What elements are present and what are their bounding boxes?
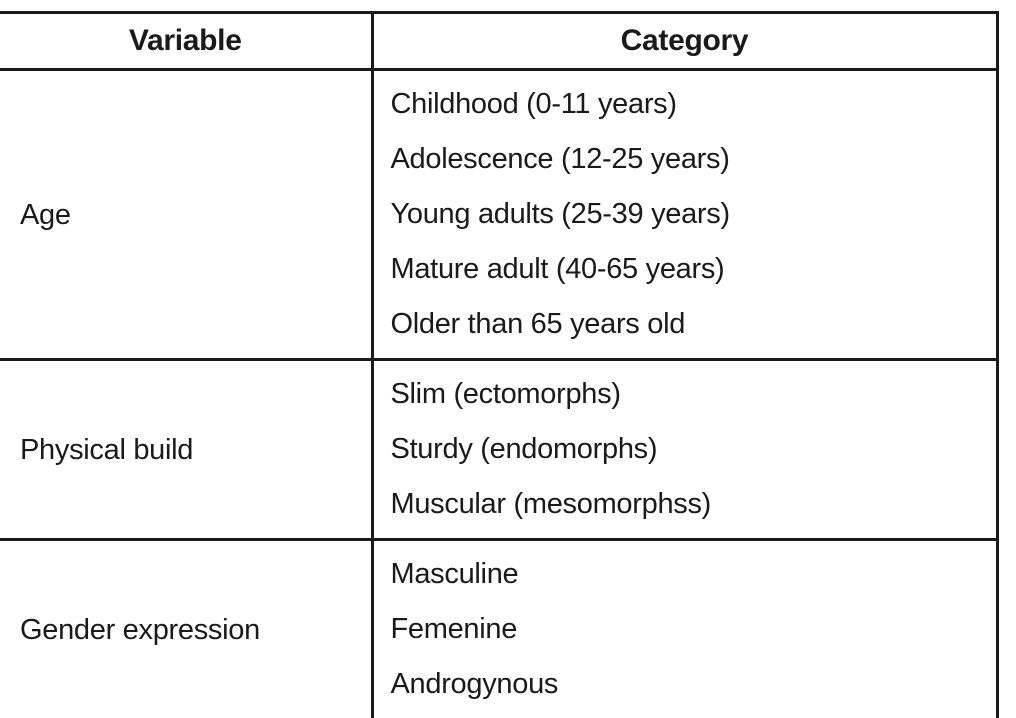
table-header-row: Variable Category <box>0 13 997 70</box>
column-header-category: Category <box>372 13 997 70</box>
variable-cell-gender-expression: Gender expression <box>0 540 372 718</box>
category-cell-age: Childhood (0-11 years) Adolescence (12-2… <box>372 70 997 360</box>
category-cell-physical-build: Slim (ectomorphs) Sturdy (endomorphs) Mu… <box>372 360 997 540</box>
column-header-variable: Variable <box>0 13 372 70</box>
variables-category-table: Variable Category Age Childhood (0-11 ye… <box>0 11 999 718</box>
category-cell-gender-expression: Masculine Femenine Androgynous <box>372 540 997 718</box>
category-item: Androgynous <box>391 657 988 712</box>
category-item: Young adults (25-39 years) <box>391 187 988 242</box>
category-item: Femenine <box>391 602 988 657</box>
category-item: Masculine <box>391 547 988 602</box>
variable-cell-age: Age <box>0 70 372 360</box>
category-item: Slim (ectomorphs) <box>391 367 988 422</box>
category-item: Mature adult (40-65 years) <box>391 242 988 297</box>
category-item: Adolescence (12-25 years) <box>391 132 988 187</box>
variable-cell-physical-build: Physical build <box>0 360 372 540</box>
table-row-gender-expression: Gender expression Masculine Femenine And… <box>0 540 997 718</box>
category-item: Sturdy (endomorphs) <box>391 422 988 477</box>
category-item: Childhood (0-11 years) <box>391 77 988 132</box>
category-item: Muscular (mesomorphss) <box>391 477 988 532</box>
page: Variable Category Age Childhood (0-11 ye… <box>0 0 1016 682</box>
table-row-age: Age Childhood (0-11 years) Adolescence (… <box>0 70 997 360</box>
table-row-physical-build: Physical build Slim (ectomorphs) Sturdy … <box>0 360 997 540</box>
category-item: Older than 65 years old <box>391 297 988 352</box>
